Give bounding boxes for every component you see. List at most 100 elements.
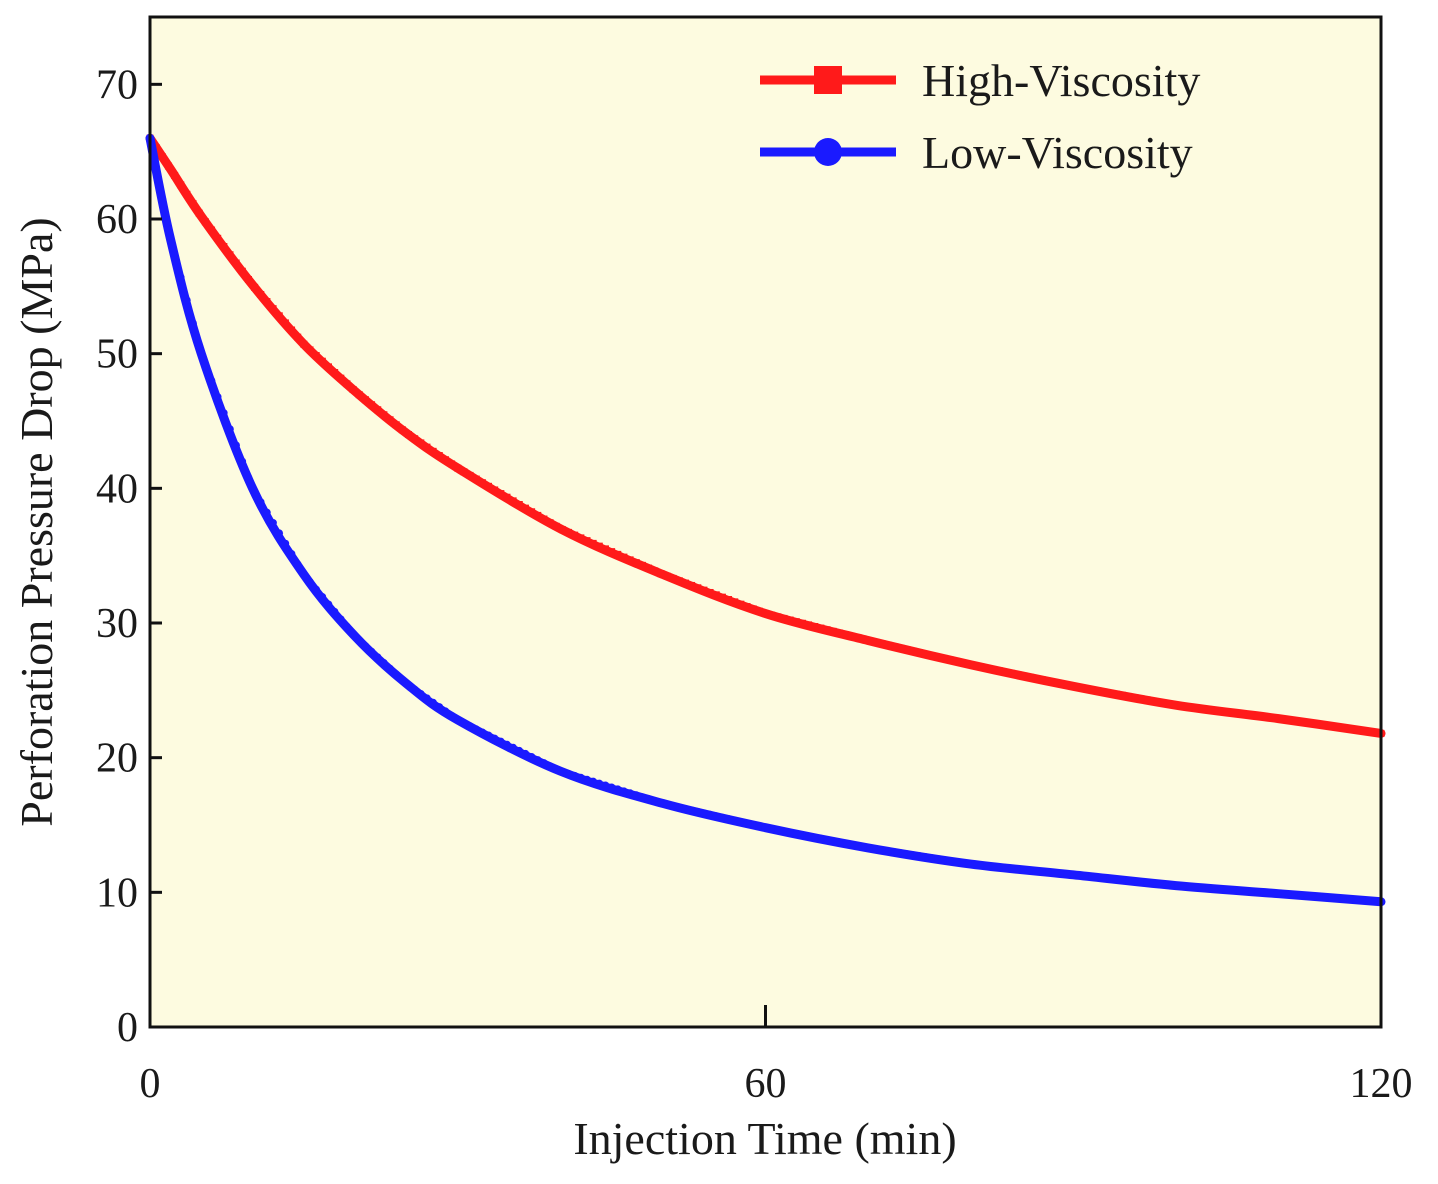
point-low-viscosity: [355, 636, 364, 645]
point-high-viscosity: [1014, 671, 1022, 679]
point-high-viscosity: [435, 452, 443, 460]
point-low-viscosity: [152, 164, 160, 173]
point-low-viscosity: [884, 847, 893, 855]
point-high-viscosity: [454, 464, 462, 472]
point-high-viscosity: [1168, 700, 1176, 708]
point-high-viscosity: [780, 614, 788, 622]
point-high-viscosity: [1303, 719, 1311, 727]
point-high-viscosity: [589, 539, 597, 547]
point-low-viscosity: [1112, 875, 1121, 884]
point-low-viscosity: [1161, 880, 1170, 889]
point-high-viscosity: [1322, 721, 1330, 729]
point-high-viscosity: [466, 471, 474, 479]
point-low-viscosity: [1364, 896, 1373, 905]
point-high-viscosity: [903, 646, 911, 654]
point-high-viscosity: [940, 654, 948, 662]
point-high-viscosity: [1352, 726, 1360, 734]
point-high-viscosity: [681, 579, 689, 587]
point-low-viscosity: [552, 765, 561, 773]
point-low-viscosity: [1118, 876, 1127, 884]
point-high-viscosity: [965, 660, 973, 668]
point-high-viscosity: [1192, 704, 1200, 712]
point-low-viscosity: [817, 834, 825, 843]
point-low-viscosity: [318, 593, 327, 601]
point-low-viscosity: [201, 360, 210, 369]
point-low-viscosity: [312, 585, 320, 594]
point-low-viscosity: [663, 800, 671, 809]
point-low-viscosity: [232, 441, 240, 450]
point-low-viscosity: [854, 842, 862, 850]
point-high-viscosity: [183, 190, 191, 198]
point-high-viscosity: [546, 519, 554, 527]
point-low-viscosity: [626, 789, 634, 797]
plot-frame: [148, 15, 1383, 1029]
point-low-viscosity: [897, 849, 905, 857]
point-high-viscosity: [288, 326, 296, 334]
point-low-viscosity: [435, 703, 444, 711]
series-low-viscosity: [145, 133, 1386, 907]
point-low-viscosity: [1235, 886, 1244, 895]
point-high-viscosity: [1008, 669, 1016, 677]
point-low-viscosity: [1032, 867, 1041, 875]
point-high-viscosity: [306, 346, 314, 354]
point-high-viscosity: [300, 340, 308, 348]
point-high-viscosity: [349, 385, 357, 393]
point-high-viscosity: [361, 396, 369, 404]
point-low-viscosity: [226, 425, 234, 433]
point-high-viscosity: [460, 468, 468, 476]
point-low-viscosity: [958, 858, 967, 867]
point-high-viscosity: [934, 653, 942, 661]
point-high-viscosity: [1199, 705, 1207, 713]
point-low-viscosity: [1223, 885, 1231, 894]
y-tick-label-50: 50: [96, 332, 138, 378]
point-low-viscosity: [687, 806, 696, 815]
point-low-viscosity: [281, 539, 290, 548]
point-low-viscosity: [650, 797, 659, 805]
point-high-viscosity: [263, 298, 271, 306]
point-low-viscosity: [927, 854, 936, 862]
point-low-viscosity: [1247, 887, 1256, 896]
legend-label-low-viscosity: Low-Viscosity: [922, 127, 1193, 178]
point-high-viscosity: [281, 319, 289, 327]
point-low-viscosity: [995, 863, 1004, 871]
point-low-viscosity: [521, 749, 530, 758]
point-low-viscosity: [250, 487, 259, 496]
point-low-viscosity: [490, 734, 499, 743]
point-high-viscosity: [1051, 678, 1059, 686]
point-low-viscosity: [613, 785, 622, 794]
y-tick-label-70: 70: [96, 62, 138, 108]
point-low-viscosity: [989, 862, 998, 871]
point-high-viscosity: [1088, 686, 1096, 694]
point-low-viscosity: [238, 457, 247, 466]
point-high-viscosity: [1082, 685, 1090, 693]
point-low-viscosity: [681, 804, 690, 813]
point-low-viscosity: [361, 642, 370, 650]
point-low-viscosity: [330, 607, 339, 616]
point-low-viscosity: [706, 810, 714, 819]
point-low-viscosity: [1137, 878, 1145, 886]
point-high-viscosity: [1334, 723, 1342, 731]
y-axis-title: Perforation Pressure Drop (MPa): [11, 217, 62, 826]
point-low-viscosity: [1192, 883, 1201, 892]
y-tick-label-20: 20: [96, 736, 138, 782]
point-high-viscosity: [534, 511, 542, 519]
point-low-viscosity: [577, 773, 585, 782]
point-low-viscosity: [835, 838, 844, 847]
point-high-viscosity: [503, 493, 511, 501]
point-low-viscosity: [1260, 888, 1268, 897]
point-high-viscosity: [1045, 677, 1053, 685]
point-low-viscosity: [170, 250, 179, 259]
point-low-viscosity: [176, 273, 185, 282]
point-high-viscosity: [860, 635, 868, 643]
point-high-viscosity: [694, 584, 702, 592]
point-high-viscosity: [915, 649, 923, 657]
point-low-viscosity: [1069, 871, 1078, 879]
point-low-viscosity: [1050, 869, 1059, 877]
x-tick-label-120: 120: [1350, 1061, 1413, 1107]
point-high-viscosity: [1069, 682, 1077, 690]
point-low-viscosity: [570, 771, 579, 780]
point-low-viscosity: [644, 795, 653, 803]
point-low-viscosity: [804, 832, 813, 840]
legend-marker-circle-icon: [814, 138, 842, 166]
